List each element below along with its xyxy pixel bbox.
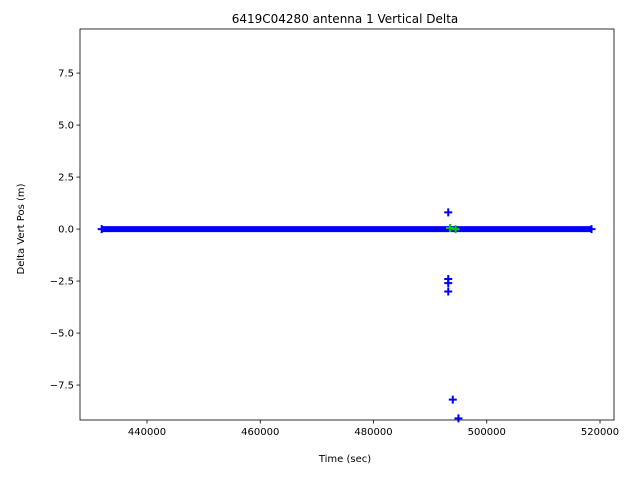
chart-title: 6419C04280 antenna 1 Vertical Delta: [232, 12, 459, 26]
axes-frame: [79, 28, 615, 421]
data-point: [451, 225, 460, 234]
data-point: [444, 208, 453, 217]
data-point: [454, 414, 463, 423]
y-tick-label: −5.0: [50, 329, 74, 340]
x-tick-label: 520000: [581, 427, 619, 438]
data-point: [444, 287, 453, 296]
y-tick-label: 0.0: [58, 225, 74, 236]
y-tick-label: −2.5: [50, 277, 74, 288]
data-point: [587, 225, 596, 234]
y-tick-label: 5.0: [58, 121, 74, 132]
y-tick-label: −7.5: [50, 381, 74, 392]
y-axis-label: Delta Vert Pos (m): [16, 183, 27, 274]
data-point: [448, 395, 457, 404]
x-tick-label: 460000: [241, 427, 279, 438]
data-point: [97, 225, 106, 234]
x-tick-label: 440000: [128, 427, 166, 438]
y-tick-label: 2.5: [58, 173, 74, 184]
x-tick-label: 480000: [354, 427, 392, 438]
plot-area: [97, 208, 596, 423]
x-axis-label: Time (sec): [318, 454, 371, 465]
y-tick-label: 7.5: [58, 69, 74, 80]
data-point: [445, 224, 454, 233]
x-tick-label: 500000: [468, 427, 506, 438]
data-point: [444, 279, 453, 288]
